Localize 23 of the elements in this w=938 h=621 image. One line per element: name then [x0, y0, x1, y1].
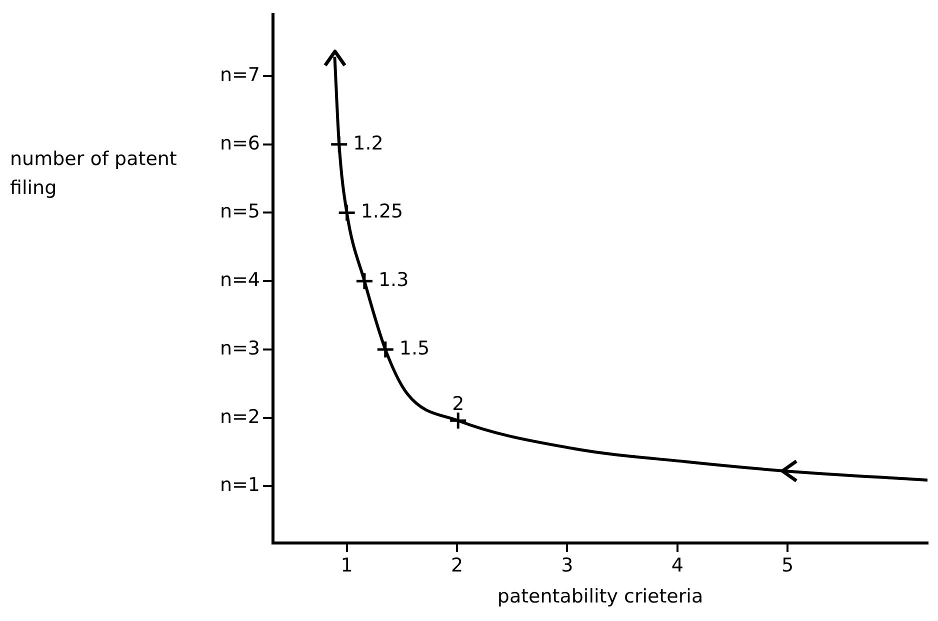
point [376, 340, 395, 359]
annotation: 2 [452, 393, 464, 416]
point [338, 203, 356, 222]
x-tick-label: 3 [561, 554, 574, 576]
x-tick-label: 4 [671, 554, 684, 576]
y-tick-label: n=7 [220, 64, 260, 86]
y-axis-title: number of patent filing [10, 147, 178, 200]
y-tick-label: n=6 [220, 132, 260, 154]
y-tick-label: n=1 [220, 474, 260, 496]
annotation: 1.2 [353, 132, 384, 154]
y-tick-label: n=3 [220, 337, 260, 360]
point [448, 411, 468, 430]
y-tick-label: n=4 [220, 269, 260, 292]
y-tick-label: n=2 [220, 406, 260, 428]
y-tick-label: n=5 [220, 200, 260, 223]
annotation: 1.3 [378, 269, 409, 292]
x-tick-label: 1 [340, 554, 353, 576]
x-axis-title: patentability crieteria [497, 586, 704, 608]
annotation: 1.5 [399, 337, 430, 360]
x-tick-label: 2 [450, 554, 464, 576]
annotation: 1.25 [360, 200, 404, 223]
point [355, 272, 374, 290]
x-tick-label: 5 [782, 554, 794, 576]
